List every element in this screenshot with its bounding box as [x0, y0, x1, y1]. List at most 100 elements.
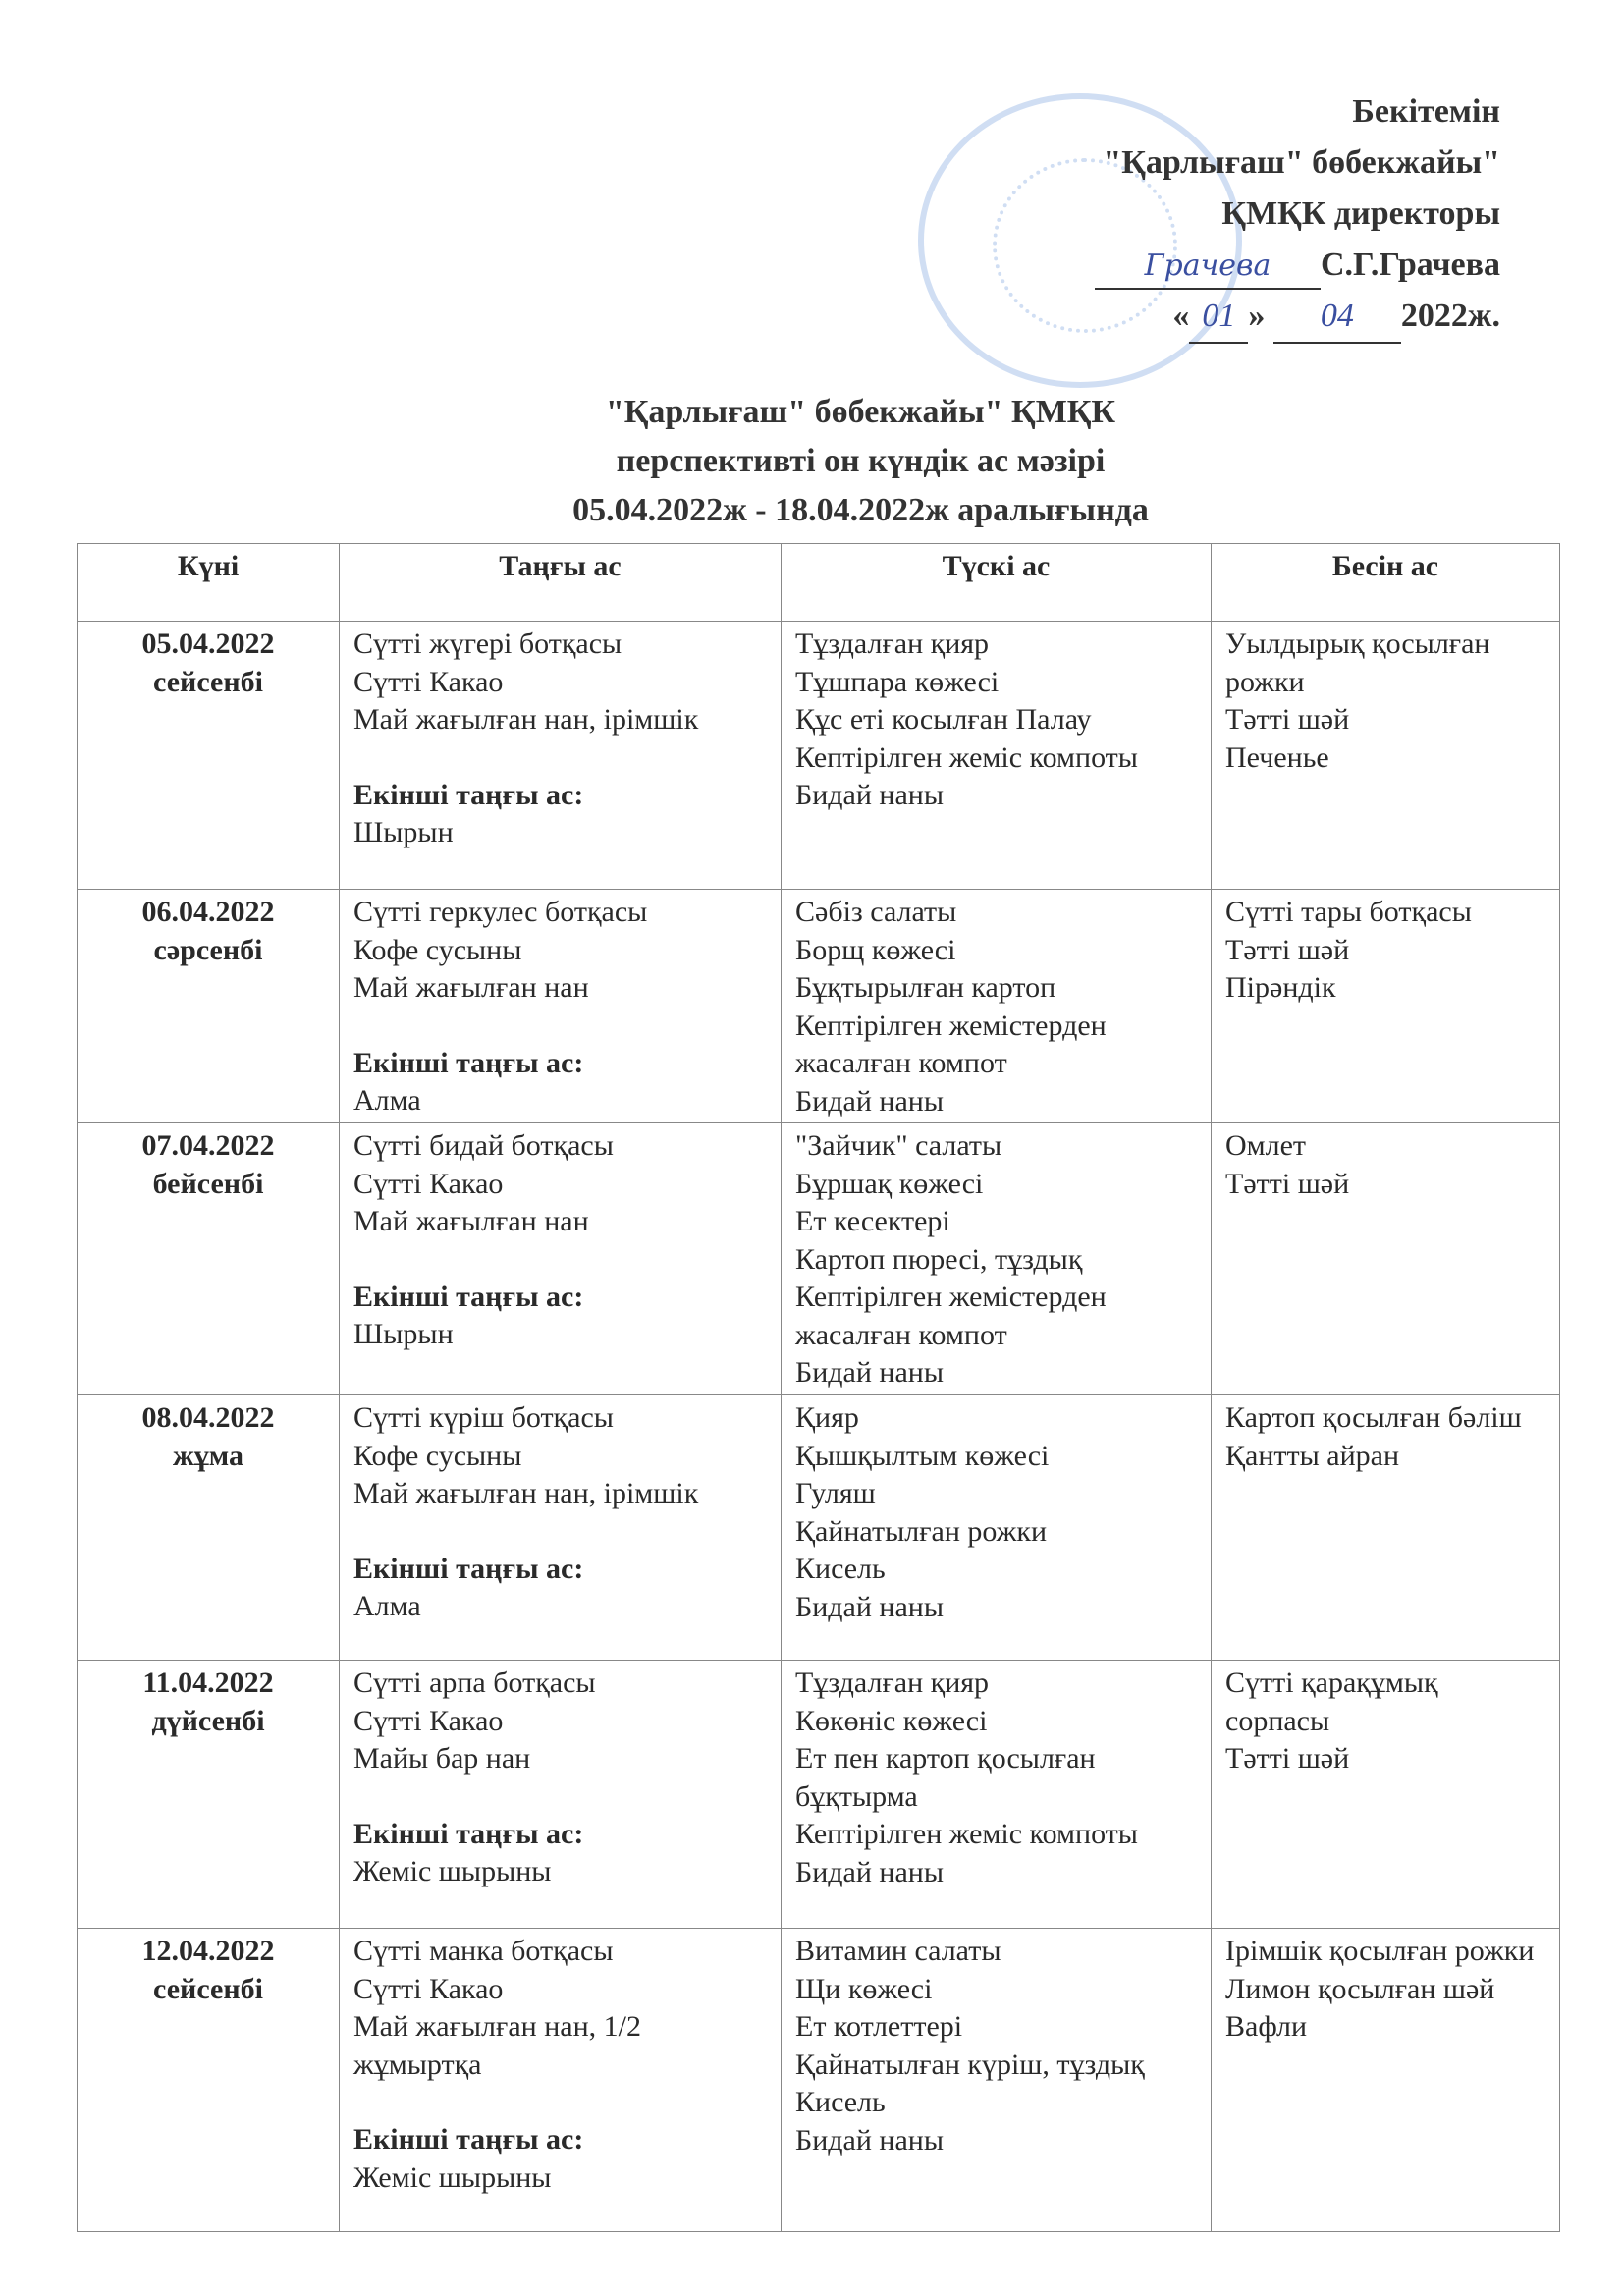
menu-item: Гуляш: [795, 1477, 876, 1509]
menu-item: Жеміс шырыны: [353, 1855, 552, 1887]
date: 08.04.2022: [141, 1401, 275, 1434]
menu-item: Алма: [353, 1590, 421, 1622]
menu-item: Сүтті Какао: [353, 1167, 504, 1200]
menu-item: Омлет: [1225, 1129, 1307, 1162]
menu-table: Күні Таңғы ас Түскі ас Бесін ас 05.04.2022 с…: [77, 543, 1560, 2232]
weekday: бейсенбі: [152, 1167, 264, 1200]
snack-cell: Ірімшік қосылған рожки Лимон қосылған шәй…: [1211, 1928, 1560, 2232]
weekday: жұма: [173, 1439, 243, 1472]
menu-item: Сүтті арпа ботқасы: [353, 1667, 596, 1699]
menu-item: Кофе сусыны: [353, 933, 522, 966]
menu-item: Картоп пюресі, тұздық: [795, 1242, 1083, 1276]
date-cell: 08.04.2022 жұма: [77, 1394, 340, 1661]
approval-year: 2022ж.: [1400, 298, 1500, 334]
breakfast-cell: Сүтті арпа ботқасы Сүтті Какао Майы бар на…: [339, 1660, 782, 1929]
menu-item: Қантты айран: [1225, 1439, 1399, 1472]
approval-line3: ҚМҚК директоры: [1221, 195, 1500, 232]
menu-item: Кофе сусыны: [353, 1439, 522, 1472]
menu-item: Вафли: [1225, 2010, 1308, 2043]
menu-item: Май жағылған нан, ірімшік: [353, 703, 699, 736]
menu-item: Май жағылған нан: [353, 1205, 589, 1237]
menu-item: Печенье: [1225, 740, 1329, 774]
snack-cell: Картоп қосылған бәліш Қантты айран: [1211, 1394, 1560, 1661]
lunch-cell: Витамин салаты Щи көжесі Ет котлеттері Қайн…: [781, 1928, 1212, 2232]
menu-item: Қышқылтым көжесі: [795, 1439, 1050, 1472]
title-line1: "Қарлығаш" бөбекжайы" ҚМҚК: [605, 394, 1116, 430]
menu-item: Уылдырық қосылған рожки: [1225, 628, 1490, 698]
official-stamp: [918, 93, 1242, 388]
menu-item: Көкөніс көжесі: [795, 1704, 988, 1737]
menu-item: Бидай наны: [795, 2123, 944, 2157]
lunch-cell: Тұздалған қияр Көкөніс көжесі Ет пен карто…: [781, 1660, 1212, 1929]
menu-item: Тұшпара көжесі: [795, 665, 1000, 698]
menu-item: Лимон қосылған шәй: [1225, 1972, 1495, 2005]
column-header: Бесін ас: [1211, 543, 1560, 622]
breakfast-cell: Сүтті жүгері ботқасы Сүтті Какао Май жағыл…: [339, 621, 782, 890]
breakfast-cell: Сүтті манка ботқасы Сүтті Какао Май жағылғ…: [339, 1928, 782, 2232]
breakfast-cell: Сүтті геркулес ботқасы Кофе сусыны Май жағ…: [339, 889, 782, 1123]
menu-item: Ет котлеттері: [795, 2010, 963, 2043]
weekday: дүйсенбі: [151, 1704, 265, 1737]
menu-item: Ет пен картоп қосылған бұқтырма: [795, 1742, 1096, 1813]
second-breakfast-label: Екінші таңғы ас:: [353, 778, 584, 811]
menu-item: Май жағылған нан, 1/2 жұмыртқа: [353, 2010, 641, 2081]
menu-item: Ет кесектері: [795, 1205, 950, 1237]
date-cell: 07.04.2022 бейсенбі: [77, 1122, 340, 1395]
weekday: сейсенбі: [153, 665, 263, 698]
menu-item: Май жағылған нан: [353, 971, 589, 1004]
director-name: С.Г.Грачева: [1320, 246, 1500, 283]
menu-item: Сүтті манка ботқасы: [353, 1935, 614, 1967]
menu-item: Сүтті Какао: [353, 665, 504, 698]
document-title: "Қарлығаш" бөбекжайы" ҚМҚК перспективті …: [0, 388, 1623, 535]
date: 05.04.2022: [141, 628, 275, 660]
lunch-cell: Тұздалған қияр Тұшпара көжесі Құс еті косы…: [781, 621, 1212, 890]
snack-cell: Омлет Тәтті шәй: [1211, 1122, 1560, 1395]
quote-open: «: [1172, 298, 1190, 334]
menu-item: Тәтті шәй: [1225, 933, 1350, 966]
menu-item: Сүтті қарақұмық сорпасы: [1225, 1667, 1438, 1737]
approval-month: 04: [1272, 291, 1401, 344]
menu-item: Ірімшік қосылған рожки: [1225, 1935, 1535, 1967]
title-line3: 05.04.2022ж - 18.04.2022ж аралығында: [572, 492, 1149, 528]
menu-item: Алма: [353, 1084, 421, 1117]
approval-line1: Бекітемін: [1352, 93, 1500, 130]
menu-item: Қияр: [795, 1401, 859, 1434]
menu-item: Бұқтырылған картоп: [795, 971, 1056, 1004]
menu-item: Кисель: [795, 1553, 886, 1585]
second-breakfast-label: Екінші таңғы ас:: [353, 1817, 584, 1850]
date: 07.04.2022: [141, 1129, 275, 1162]
menu-item: Бидай наны: [795, 779, 944, 811]
title-line2: перспективті он күндік ас мәзірі: [616, 443, 1106, 479]
menu-item: Бұршақ көжесі: [795, 1167, 984, 1200]
menu-item: Бидай наны: [795, 1590, 944, 1623]
approval-block: Бекітемін "Қарлығаш" бөбекжайы" ҚМҚК дир…: [1094, 86, 1500, 344]
menu-item: Қайнатылған рожки: [795, 1514, 1047, 1548]
menu-item: Кептірілген жеміс компоты: [795, 1818, 1138, 1850]
breakfast-cell: Сүтті бидай ботқасы Сүтті Какао Май жағылғ…: [339, 1122, 782, 1395]
table-row: 11.04.2022 дүйсенбі Сүтті арпа ботқасы Сүтт…: [77, 1660, 1560, 1929]
menu-item: Сүтті бидай ботқасы: [353, 1129, 614, 1162]
menu-item: Кептірілген жемістерден жасалған компот: [795, 1009, 1107, 1080]
table-row: 07.04.2022 бейсенбі Сүтті бидай ботқасы Сүт…: [77, 1122, 1560, 1395]
date-cell: 05.04.2022 сейсенбі: [77, 621, 340, 890]
date: 06.04.2022: [141, 896, 275, 928]
menu-item: Құс еті косылған Палау: [795, 703, 1092, 736]
second-breakfast-label: Екінші таңғы ас:: [353, 1280, 584, 1313]
lunch-cell: "Зайчик" салаты Бұршақ көжесі Ет кесектері…: [781, 1122, 1212, 1395]
weekday: сәрсенбі: [153, 933, 263, 966]
menu-item: Кептірілген жемістерден жасалған компот: [795, 1281, 1107, 1351]
menu-item: Бидай наны: [795, 1356, 944, 1389]
date-cell: 06.04.2022 сәрсенбі: [77, 889, 340, 1123]
breakfast-cell: Сүтті күріш ботқасы Кофе сусыны Май жағылғ…: [339, 1394, 782, 1661]
approval-line2: "Қарлығаш" бөбекжайы": [1103, 144, 1500, 181]
second-breakfast-label: Екінші таңғы ас:: [353, 1552, 584, 1585]
date-cell: 11.04.2022 дүйсенбі: [77, 1660, 340, 1929]
second-breakfast-label: Екінші таңғы ас:: [353, 2123, 584, 2156]
second-breakfast-label: Екінші таңғы ас:: [353, 1046, 584, 1079]
menu-item: Тәтті шәй: [1225, 1742, 1350, 1775]
menu-item: Тұздалған қияр: [795, 628, 990, 660]
menu-item: Сәбіз салаты: [795, 896, 957, 928]
menu-item: Пірәндік: [1225, 971, 1336, 1004]
menu-item: Витамин салаты: [795, 1935, 1001, 1967]
table-row: 05.04.2022 сейсенбі Сүтті жүгері ботқасы Сү…: [77, 621, 1560, 890]
